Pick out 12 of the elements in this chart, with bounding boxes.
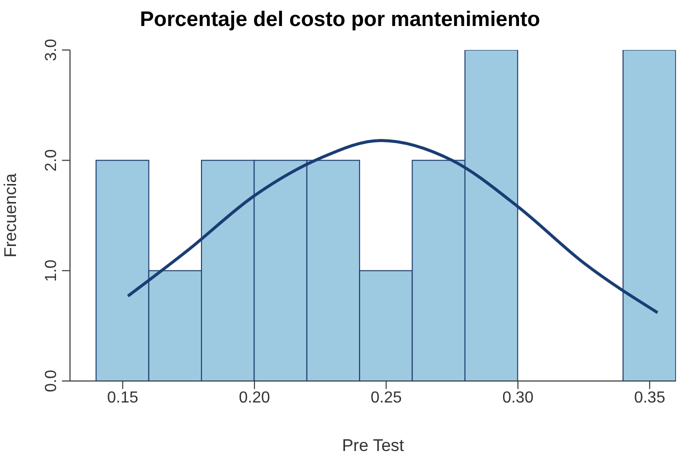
y-tick-label: 1.0 — [43, 259, 60, 282]
y-axis-title: Frecuencia — [1, 172, 20, 258]
x-tick-label: 0.30 — [502, 389, 534, 406]
x-tick-label: 0.20 — [238, 389, 270, 406]
y-tick-label: 2.0 — [43, 149, 60, 172]
x-tick-label: 0.25 — [370, 389, 402, 406]
x-axis-title: Pre Test — [342, 436, 404, 455]
y-tick-label: 3.0 — [43, 38, 60, 62]
y-tick-label: 0.0 — [43, 370, 60, 392]
chart-title: Porcentaje del costo por mantenimiento — [138, 8, 542, 32]
x-tick-label: 0.35 — [634, 389, 666, 406]
x-tick-label: 0.15 — [107, 389, 138, 406]
